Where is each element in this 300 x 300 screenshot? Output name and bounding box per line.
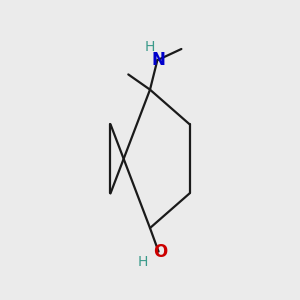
Text: H: H xyxy=(145,40,155,54)
Text: O: O xyxy=(153,242,167,260)
Text: H: H xyxy=(137,255,148,269)
Text: N: N xyxy=(152,51,166,69)
